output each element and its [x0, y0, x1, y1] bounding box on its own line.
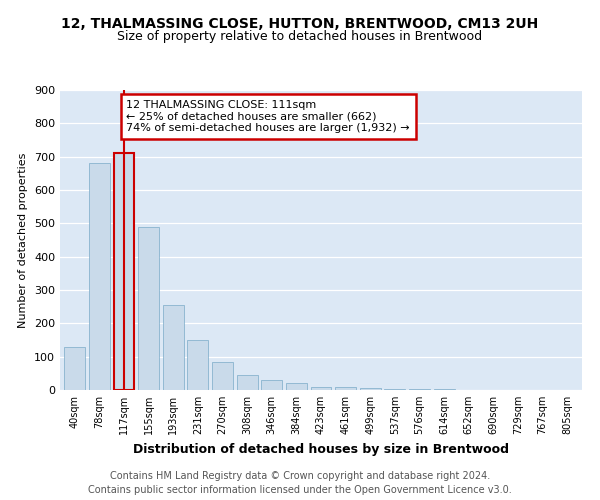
Bar [385, 388, 406, 390]
Bar [409, 389, 430, 390]
Bar [187, 340, 208, 390]
Bar [286, 384, 307, 390]
Text: Contains HM Land Registry data © Crown copyright and database right 2024.
Contai: Contains HM Land Registry data © Crown c… [88, 471, 512, 495]
Bar [138, 226, 159, 390]
Bar [163, 305, 184, 390]
Bar [64, 346, 85, 390]
Bar [212, 362, 233, 390]
Bar [335, 388, 356, 390]
Text: 12, THALMASSING CLOSE, HUTTON, BRENTWOOD, CM13 2UH: 12, THALMASSING CLOSE, HUTTON, BRENTWOOD… [61, 18, 539, 32]
Bar [89, 164, 110, 390]
Bar [113, 154, 134, 390]
X-axis label: Distribution of detached houses by size in Brentwood: Distribution of detached houses by size … [133, 442, 509, 456]
Bar [311, 386, 331, 390]
Bar [236, 375, 257, 390]
Bar [261, 380, 282, 390]
Bar [360, 388, 381, 390]
Text: 12 THALMASSING CLOSE: 111sqm
← 25% of detached houses are smaller (662)
74% of s: 12 THALMASSING CLOSE: 111sqm ← 25% of de… [127, 100, 410, 133]
Y-axis label: Number of detached properties: Number of detached properties [19, 152, 28, 328]
Text: Size of property relative to detached houses in Brentwood: Size of property relative to detached ho… [118, 30, 482, 43]
